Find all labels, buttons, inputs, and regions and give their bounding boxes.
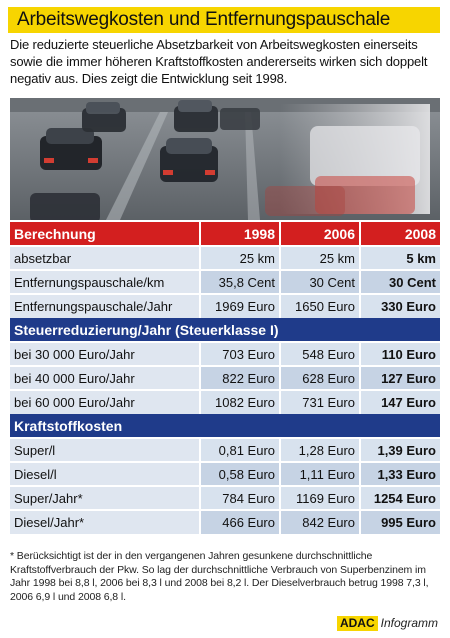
table-cell: 1082 Euro [200,389,281,414]
table-row: bei 30 000 Euro/Jahr 703 Euro 548 Euro 110 … [10,341,440,366]
table-cell: 628 Euro [280,365,361,390]
section-title: Steuerreduzierung/Jahr (Steuerklasse I) [10,318,440,342]
table-cell: 731 Euro [280,389,361,414]
row-label: bei 30 000 Euro/Jahr [10,341,201,366]
table-cell: 1650 Euro [280,293,361,318]
table-cell: 0,58 Euro [200,461,281,486]
intro-text: Die reduzierte steuerliche Absetzbarkeit… [10,37,428,86]
table-cell: 1169 Euro [280,485,361,510]
table-cell: 466 Euro [200,509,281,534]
table-row: Entfernungspauschale/km 35,8 Cent 30 Cent 3… [10,269,440,294]
traffic-photo-icon [10,98,440,220]
row-label: Entfernungspauschale/km [10,269,201,294]
table-header-cell: 1998 [200,222,281,246]
row-label: Super/l [10,437,201,462]
table-row: Entfernungspauschale/Jahr 1969 Euro 1650 E… [10,293,440,318]
table-cell: 110 Euro [360,341,440,366]
adac-logo: ADAC [336,616,378,631]
table-cell: 1254 Euro [360,485,440,510]
table-header-cell: Berechnung [10,222,201,246]
row-label: Diesel/l [10,461,201,486]
table-cell: 30 Cent [360,269,440,294]
table-row: absetzbar 25 km 25 km 5 km [10,245,440,270]
table-cell: 1,11 Euro [280,461,361,486]
section-title: Kraftstoffkosten [10,414,440,438]
table-cell: 30 Cent [280,269,361,294]
table-row: bei 40 000 Euro/Jahr 822 Euro 628 Euro 127 … [10,365,440,390]
table-cell: 25 km [280,245,361,270]
table-cell: 0,81 Euro [200,437,281,462]
table-header-row: Berechnung 1998 2006 2008 [10,222,440,246]
brand-suffix: Infogramm [380,616,438,630]
table-row: bei 60 000 Euro/Jahr 1082 Euro 731 Euro 147… [10,389,440,414]
section-header-row: Steuerreduzierung/Jahr (Steuerklasse I) [10,318,440,342]
table-cell: 25 km [200,245,281,270]
table-cell: 548 Euro [280,341,361,366]
table-cell: 1,33 Euro [360,461,440,486]
table-row: Diesel/l 0,58 Euro 1,11 Euro 1,33 Euro [10,461,440,486]
page-title: Arbeitswegkosten und Entfernungspauschal… [8,7,440,33]
section-header-row: Kraftstoffkosten [10,414,440,438]
table-row: Super/Jahr* 784 Euro 1169 Euro 1254 Euro [10,485,440,510]
table-cell: 35,8 Cent [200,269,281,294]
table-row: Diesel/Jahr* 466 Euro 842 Euro 995 Euro [10,509,440,534]
table-cell: 127 Euro [360,365,440,390]
table-cell: 1969 Euro [200,293,281,318]
brand-logo: ADAC Infogramm [336,616,438,631]
table-header-cell: 2008 [360,222,440,246]
table-row: Super/l 0,81 Euro 1,28 Euro 1,39 Euro [10,437,440,462]
table-cell: 784 Euro [200,485,281,510]
table-cell: 1,28 Euro [280,437,361,462]
traffic-photo [10,98,440,220]
table-cell: 5 km [360,245,440,270]
data-table: Berechnung 1998 2006 2008 absetzbar 25 km 25 k… [10,222,440,534]
row-label: Entfernungspauschale/Jahr [10,293,201,318]
table-cell: 822 Euro [200,365,281,390]
row-label: absetzbar [10,245,201,270]
row-label: bei 40 000 Euro/Jahr [10,365,201,390]
table-cell: 330 Euro [360,293,440,318]
footnote: * Berücksichtigt ist der in den vergange… [10,550,429,603]
table-cell: 703 Euro [200,341,281,366]
table-cell: 147 Euro [360,389,440,414]
row-label: Diesel/Jahr* [10,509,201,534]
table-cell: 995 Euro [360,509,440,534]
table-cell: 842 Euro [280,509,361,534]
row-label: Super/Jahr* [10,485,201,510]
row-label: bei 60 000 Euro/Jahr [10,389,201,414]
table-cell: 1,39 Euro [360,437,440,462]
table-header-cell: 2006 [280,222,361,246]
